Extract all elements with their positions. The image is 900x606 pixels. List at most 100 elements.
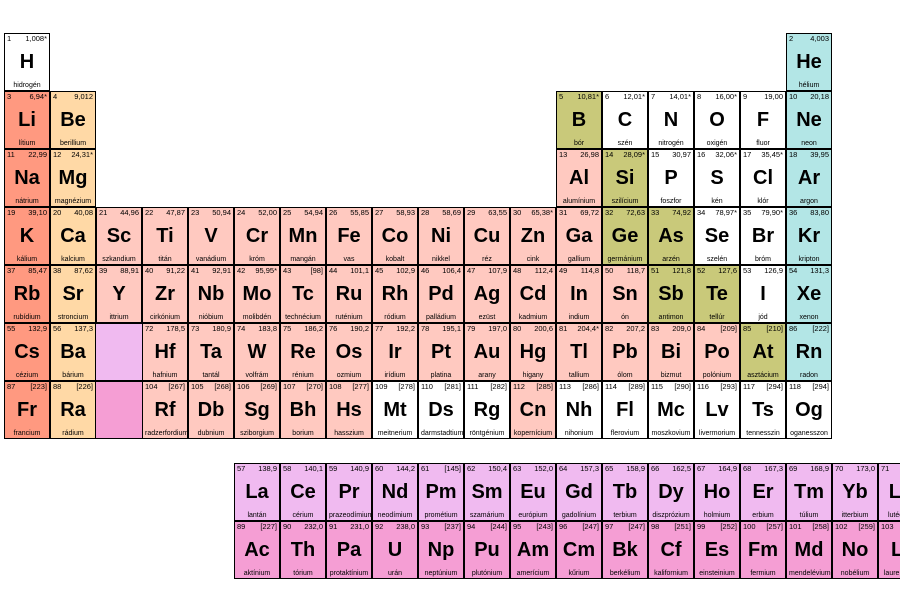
element-header: 106[269] xyxy=(237,383,277,391)
atomic-number: 2 xyxy=(789,35,793,43)
atomic-mass: 30,97 xyxy=(672,151,691,159)
atomic-number: 66 xyxy=(651,465,659,473)
element-header: 90232,0 xyxy=(283,523,323,531)
atomic-mass: 35,45* xyxy=(761,151,783,159)
atomic-number: 79 xyxy=(467,325,475,333)
element-header: 54131,3 xyxy=(789,267,829,275)
element-symbol: Nd xyxy=(375,473,415,513)
element-name: lutécium xyxy=(881,512,900,519)
element-Ce: 58140,1Cecérium xyxy=(280,463,326,521)
element-symbol: Fe xyxy=(329,217,369,257)
atomic-number: 90 xyxy=(283,523,291,531)
atomic-mass: 197,0 xyxy=(488,325,507,333)
element-header: 1735,45* xyxy=(743,151,783,159)
element-name: kalcium xyxy=(53,256,93,263)
element-Ar: 1839,95Arargon xyxy=(786,149,832,207)
element-header: 82207,2 xyxy=(605,325,645,333)
atomic-mass: 162,5 xyxy=(672,465,691,473)
element-name: holmium xyxy=(697,512,737,519)
element-Re: 75186,2Rerénium xyxy=(280,323,326,381)
atomic-mass: 126,9 xyxy=(764,267,783,275)
atomic-mass: 26,98 xyxy=(580,151,599,159)
atomic-mass: 74,92 xyxy=(672,209,691,217)
atomic-mass: [252] xyxy=(720,523,737,531)
atomic-mass: 95,95* xyxy=(255,267,277,275)
atomic-mass: [289] xyxy=(628,383,645,391)
element-name: moszkovium xyxy=(651,430,691,437)
element-Ge: 3272,63Gegermánium xyxy=(602,207,648,265)
element-header: 2452,00 xyxy=(237,209,277,217)
element-Ir: 77192,2Irirídium xyxy=(372,323,418,381)
element-name: hidrogén xyxy=(7,82,47,89)
atomic-number: 44 xyxy=(329,267,337,275)
element-header: 109[278] xyxy=(375,383,415,391)
element-Po: 84[209]Popolónium xyxy=(694,323,740,381)
element-header: 56137,3 xyxy=(53,325,93,333)
element-header: 84[209] xyxy=(697,325,737,333)
element-header: 714,01* xyxy=(651,93,691,101)
element-symbol: Cr xyxy=(237,217,277,257)
element-Cd: 48112,4Cdkadmium xyxy=(510,265,556,323)
element-header: 2858,69 xyxy=(421,209,461,217)
element-name: prazeodímium xyxy=(329,512,369,519)
atomic-number: 115 xyxy=(651,383,663,391)
element-Tm: 69168,9Tmtúlium xyxy=(786,463,832,521)
atomic-mass: 132,9 xyxy=(28,325,47,333)
element-symbol: Nb xyxy=(191,275,231,315)
element-Eu: 63152,0Eueurópium xyxy=(510,463,556,521)
atomic-mass: [267] xyxy=(168,383,185,391)
element-symbol: Mo xyxy=(237,275,277,315)
atomic-number: 23 xyxy=(191,209,199,217)
element-symbol: In xyxy=(559,275,599,315)
element-Lr: 103[266]Lrlaurencium xyxy=(878,521,900,579)
element-name: radon xyxy=(789,372,829,379)
element-Te: 52127,6Tetellúr xyxy=(694,265,740,323)
element-header: 91231,0 xyxy=(329,523,369,531)
element-symbol: Ne xyxy=(789,101,829,141)
element-symbol: Mn xyxy=(283,217,323,257)
element-Pu: 94[244]Puplutónium xyxy=(464,521,510,579)
atomic-number: 12 xyxy=(53,151,61,159)
element-Cm: 96[247]Cmkűrium xyxy=(556,521,602,579)
element-symbol: S xyxy=(697,159,737,199)
atomic-mass: 173,0 xyxy=(856,465,875,473)
atomic-mass: 58,69 xyxy=(442,209,461,217)
element-header: 100[257] xyxy=(743,523,783,531)
atomic-number: 92 xyxy=(375,523,383,531)
atomic-number: 42 xyxy=(237,267,245,275)
atomic-number: 103 xyxy=(881,523,894,531)
atomic-number: 110 xyxy=(421,383,433,391)
element-symbol: Tm xyxy=(789,473,829,513)
element-header: 86[222] xyxy=(789,325,829,333)
element-name: túlium xyxy=(789,512,829,519)
element-name: nihonium xyxy=(559,430,599,437)
element-Ti: 2247,87Tititán xyxy=(142,207,188,265)
atomic-mass: [285] xyxy=(536,383,553,391)
element-name: nióbium xyxy=(191,314,231,321)
element-symbol: Og xyxy=(789,391,829,431)
element-Hg: 80200,6Hghigany xyxy=(510,323,556,381)
atomic-number: 57 xyxy=(237,465,245,473)
atomic-mass: 40,08 xyxy=(74,209,93,217)
element-symbol: As xyxy=(651,217,691,257)
element-header: 101[258] xyxy=(789,523,829,531)
atomic-number: 52 xyxy=(697,267,705,275)
element-header: 2040,08 xyxy=(53,209,93,217)
element-symbol: Mc xyxy=(651,391,691,431)
element-header: 77192,2 xyxy=(375,325,415,333)
element-symbol: Cn xyxy=(513,391,553,431)
element-name: plutónium xyxy=(467,570,507,577)
element-header: 107[270] xyxy=(283,383,323,391)
element-name: nátrium xyxy=(7,198,47,205)
element-Cf: 98[251]Cfkalifornium xyxy=(648,521,694,579)
element-Es: 99[252]Eseinsteinium xyxy=(694,521,740,579)
element-symbol: Tl xyxy=(559,333,599,373)
atomic-number: 81 xyxy=(559,325,567,333)
element-name: króm xyxy=(237,256,277,263)
element-name: hasszium xyxy=(329,430,369,437)
element-Ts: 117[294]Tstennesszin xyxy=(740,381,786,439)
atomic-number: 39 xyxy=(99,267,107,275)
element-Pt: 78195,1Ptplatina xyxy=(418,323,464,381)
atomic-number: 101 xyxy=(789,523,802,531)
atomic-number: 93 xyxy=(421,523,429,531)
